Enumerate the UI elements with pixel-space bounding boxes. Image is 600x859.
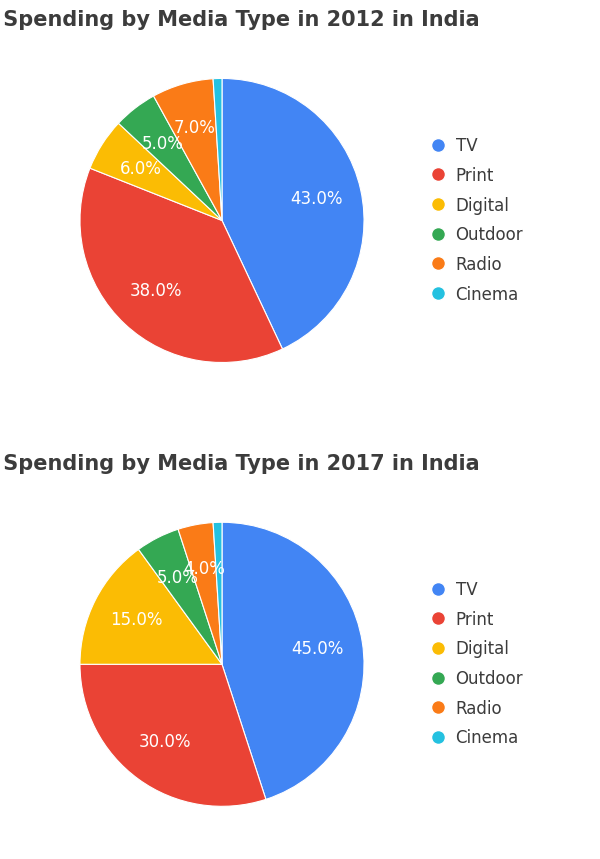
Title: Ad Spending by Media Type in 2017 in India: Ad Spending by Media Type in 2017 in Ind… — [0, 454, 479, 474]
Wedge shape — [139, 529, 222, 664]
Text: 6.0%: 6.0% — [119, 160, 161, 178]
Wedge shape — [80, 550, 222, 664]
Wedge shape — [213, 78, 222, 221]
Text: 15.0%: 15.0% — [110, 612, 162, 630]
Wedge shape — [90, 123, 222, 221]
Legend: TV, Print, Digital, Outdoor, Radio, Cinema: TV, Print, Digital, Outdoor, Radio, Cine… — [425, 129, 532, 312]
Text: 4.0%: 4.0% — [183, 560, 225, 578]
Text: 45.0%: 45.0% — [291, 640, 344, 658]
Legend: TV, Print, Digital, Outdoor, Radio, Cinema: TV, Print, Digital, Outdoor, Radio, Cine… — [425, 573, 532, 756]
Wedge shape — [154, 79, 222, 221]
Text: 38.0%: 38.0% — [130, 282, 182, 300]
Wedge shape — [213, 522, 222, 664]
Text: 7.0%: 7.0% — [174, 119, 216, 137]
Wedge shape — [80, 168, 283, 362]
Text: 30.0%: 30.0% — [139, 734, 191, 752]
Text: 5.0%: 5.0% — [157, 570, 199, 588]
Text: 5.0%: 5.0% — [142, 135, 184, 153]
Wedge shape — [222, 78, 364, 349]
Wedge shape — [80, 664, 266, 807]
Wedge shape — [118, 96, 222, 221]
Wedge shape — [178, 522, 222, 664]
Text: 43.0%: 43.0% — [290, 191, 343, 209]
Title: Ad Spending by Media Type in 2012 in India: Ad Spending by Media Type in 2012 in Ind… — [0, 10, 479, 30]
Wedge shape — [222, 522, 364, 800]
